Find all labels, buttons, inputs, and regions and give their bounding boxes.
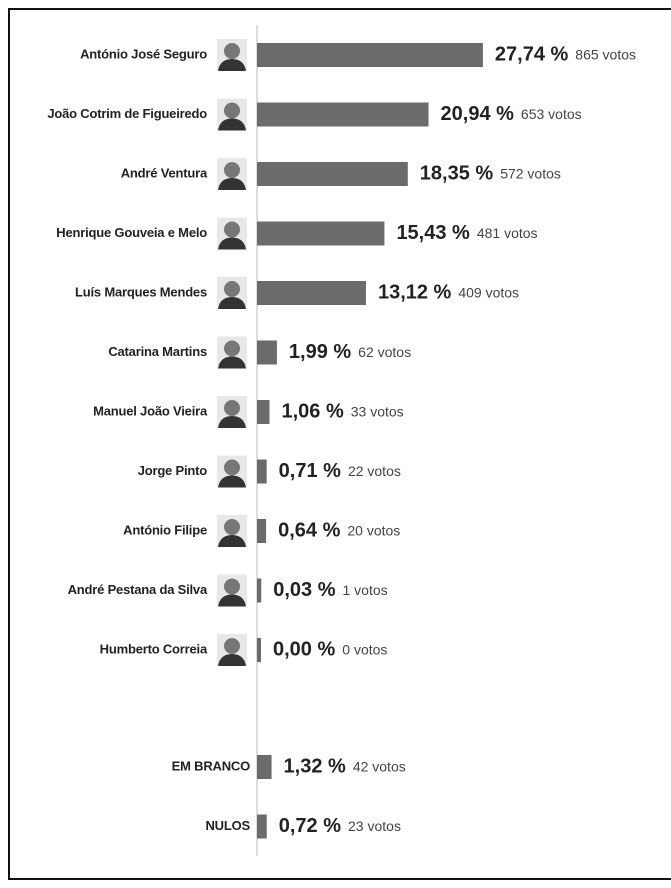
- bar: [257, 579, 261, 603]
- candidate-photo: [217, 218, 247, 250]
- candidate-photo: [217, 456, 247, 488]
- photo-head: [224, 460, 240, 476]
- votes-label: 481 votos: [477, 225, 538, 241]
- votes-label: 409 votos: [458, 285, 519, 301]
- bar: [257, 815, 267, 839]
- photo-head: [224, 162, 240, 178]
- candidate-photo: [217, 575, 247, 607]
- candidate-name: André Ventura: [121, 165, 208, 180]
- candidate-name: Jorge Pinto: [138, 463, 208, 478]
- candidate-name: Manuel João Vieira: [93, 403, 208, 418]
- category-name: NULOS: [205, 818, 250, 833]
- votes-label: 42 votos: [353, 759, 406, 775]
- photo-head: [224, 638, 240, 654]
- candidate-name: João Cotrim de Figueiredo: [47, 106, 207, 121]
- percent-label: 0,03 %: [273, 579, 335, 601]
- candidate-photo: [217, 99, 247, 131]
- bar: [257, 162, 408, 186]
- percent-label: 0,00 %: [273, 638, 335, 660]
- candidate-photo: [217, 396, 247, 428]
- bar: [257, 519, 266, 543]
- bar: [257, 460, 267, 484]
- candidate-photo: [217, 277, 247, 309]
- chart: António José Seguro 27,74 % 865 votos João …: [0, 0, 671, 888]
- votes-label: 22 votos: [348, 463, 401, 479]
- candidate-photo: [217, 39, 247, 71]
- candidate-name: António Filipe: [123, 522, 207, 537]
- photo-head: [224, 281, 240, 297]
- percent-label: 0,72 %: [279, 815, 341, 837]
- votes-label: 62 votos: [358, 344, 411, 360]
- candidate-name: António José Seguro: [80, 46, 207, 61]
- votes-label: 33 votos: [351, 404, 404, 420]
- photo-head: [224, 519, 240, 535]
- percent-label: 0,64 %: [278, 519, 340, 541]
- bar: [257, 638, 261, 662]
- bar: [257, 222, 384, 246]
- photo-head: [224, 222, 240, 238]
- votes-label: 0 votos: [342, 642, 387, 658]
- candidate-photo: [217, 337, 247, 369]
- percent-label: 13,12 %: [378, 281, 452, 303]
- photo-head: [224, 43, 240, 59]
- percent-label: 1,99 %: [289, 341, 351, 363]
- percent-label: 1,06 %: [281, 400, 343, 422]
- votes-label: 865 votos: [575, 47, 636, 63]
- candidate-name: Catarina Martins: [108, 344, 207, 359]
- photo-head: [224, 341, 240, 357]
- percent-label: 1,32 %: [284, 755, 346, 777]
- candidate-name: Henrique Gouveia e Melo: [56, 225, 207, 240]
- photo-head: [224, 400, 240, 416]
- candidate-photo: [217, 634, 247, 666]
- bar: [257, 103, 429, 127]
- votes-label: 653 votos: [521, 106, 582, 122]
- candidate-photo: [217, 158, 247, 190]
- percent-label: 27,74 %: [495, 43, 569, 65]
- candidate-name: Luís Marques Mendes: [75, 284, 207, 299]
- percent-label: 0,71 %: [279, 460, 341, 482]
- votes-label: 1 votos: [343, 582, 388, 598]
- votes-label: 23 votos: [348, 818, 401, 834]
- percent-label: 15,43 %: [396, 222, 470, 244]
- candidate-name: Humberto Correia: [100, 641, 208, 656]
- percent-label: 18,35 %: [420, 162, 494, 184]
- bar: [257, 281, 366, 305]
- category-name: EM BRANCO: [172, 758, 250, 773]
- bar: [257, 755, 272, 779]
- photo-head: [224, 579, 240, 595]
- votes-label: 20 votos: [347, 523, 400, 539]
- bar: [257, 400, 269, 424]
- photo-head: [224, 103, 240, 119]
- percent-label: 20,94 %: [441, 103, 515, 125]
- candidate-photo: [217, 515, 247, 547]
- candidate-name: André Pestana da Silva: [68, 582, 208, 597]
- bar: [257, 341, 277, 365]
- votes-label: 572 votos: [500, 166, 561, 182]
- bar: [257, 43, 483, 67]
